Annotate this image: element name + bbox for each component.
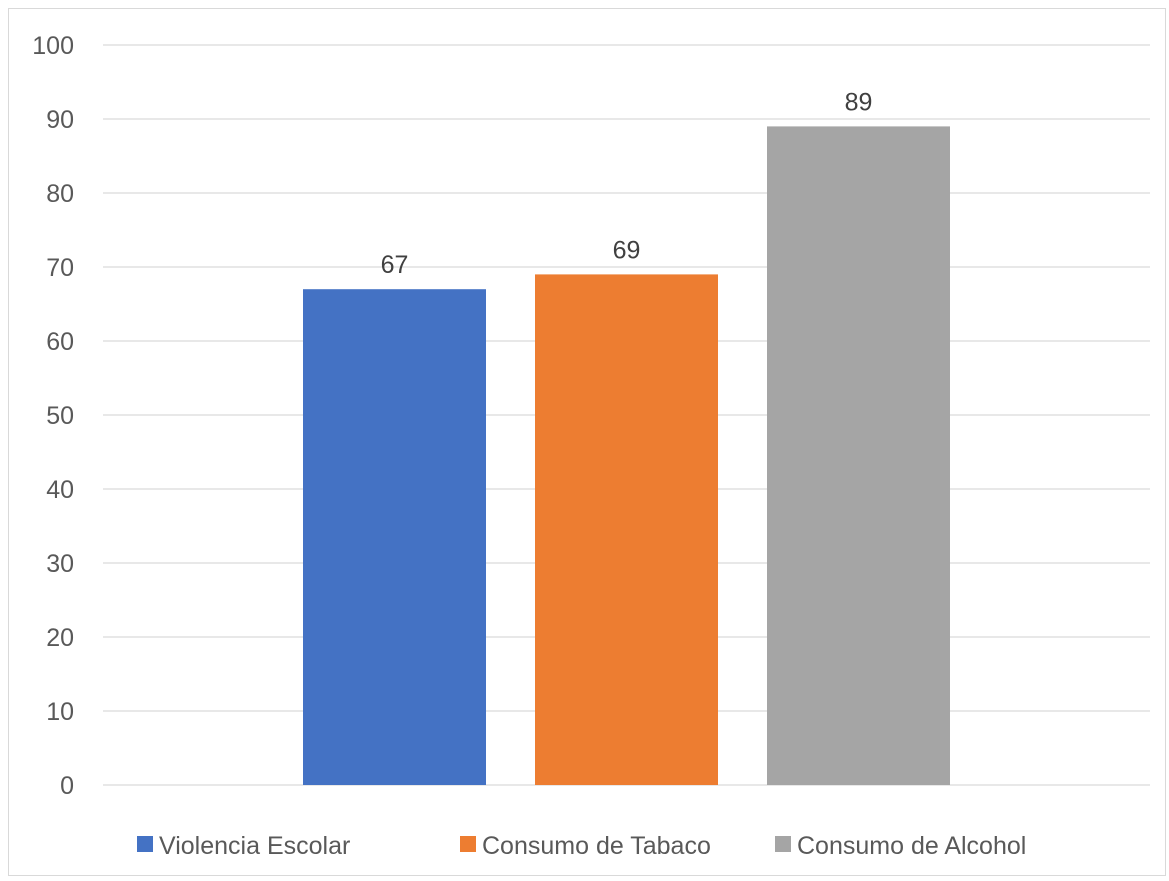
gridlines	[103, 44, 1150, 786]
y-tick-label-80: 80	[46, 180, 74, 208]
y-tick-label-40: 40	[46, 476, 74, 504]
y-tick-label-90: 90	[46, 106, 74, 134]
y-tick-label-50: 50	[46, 402, 74, 430]
legend-label-2: Consumo de Tabaco	[482, 832, 711, 860]
bar-2	[535, 274, 718, 785]
legend-label-1: Violencia Escolar	[159, 832, 350, 860]
y-tick-label-10: 10	[46, 698, 74, 726]
legend: Violencia Escolar Consumo de Tabaco Consum…	[137, 832, 1026, 860]
y-tick-label-20: 20	[46, 624, 74, 652]
legend-label-3: Consumo de Alcohol	[797, 832, 1026, 860]
y-tick-label-60: 60	[46, 328, 74, 356]
data-label-3: 89	[845, 88, 873, 116]
bars	[303, 126, 950, 785]
data-labels: 67 69 89	[381, 88, 873, 279]
data-label-2: 69	[613, 236, 641, 264]
data-label-1: 67	[381, 251, 409, 279]
y-tick-label-100: 100	[32, 32, 74, 60]
bar-3	[767, 126, 950, 785]
legend-swatch-2	[460, 836, 476, 852]
y-tick-label-0: 0	[60, 772, 74, 800]
y-axis-tick-labels: 0 10 20 30 40 50 60 70 80 90 100	[32, 32, 74, 800]
legend-swatch-3	[775, 836, 791, 852]
bar-1	[303, 289, 486, 785]
y-tick-label-70: 70	[46, 254, 74, 282]
y-tick-label-30: 30	[46, 550, 74, 578]
legend-swatch-1	[137, 836, 153, 852]
